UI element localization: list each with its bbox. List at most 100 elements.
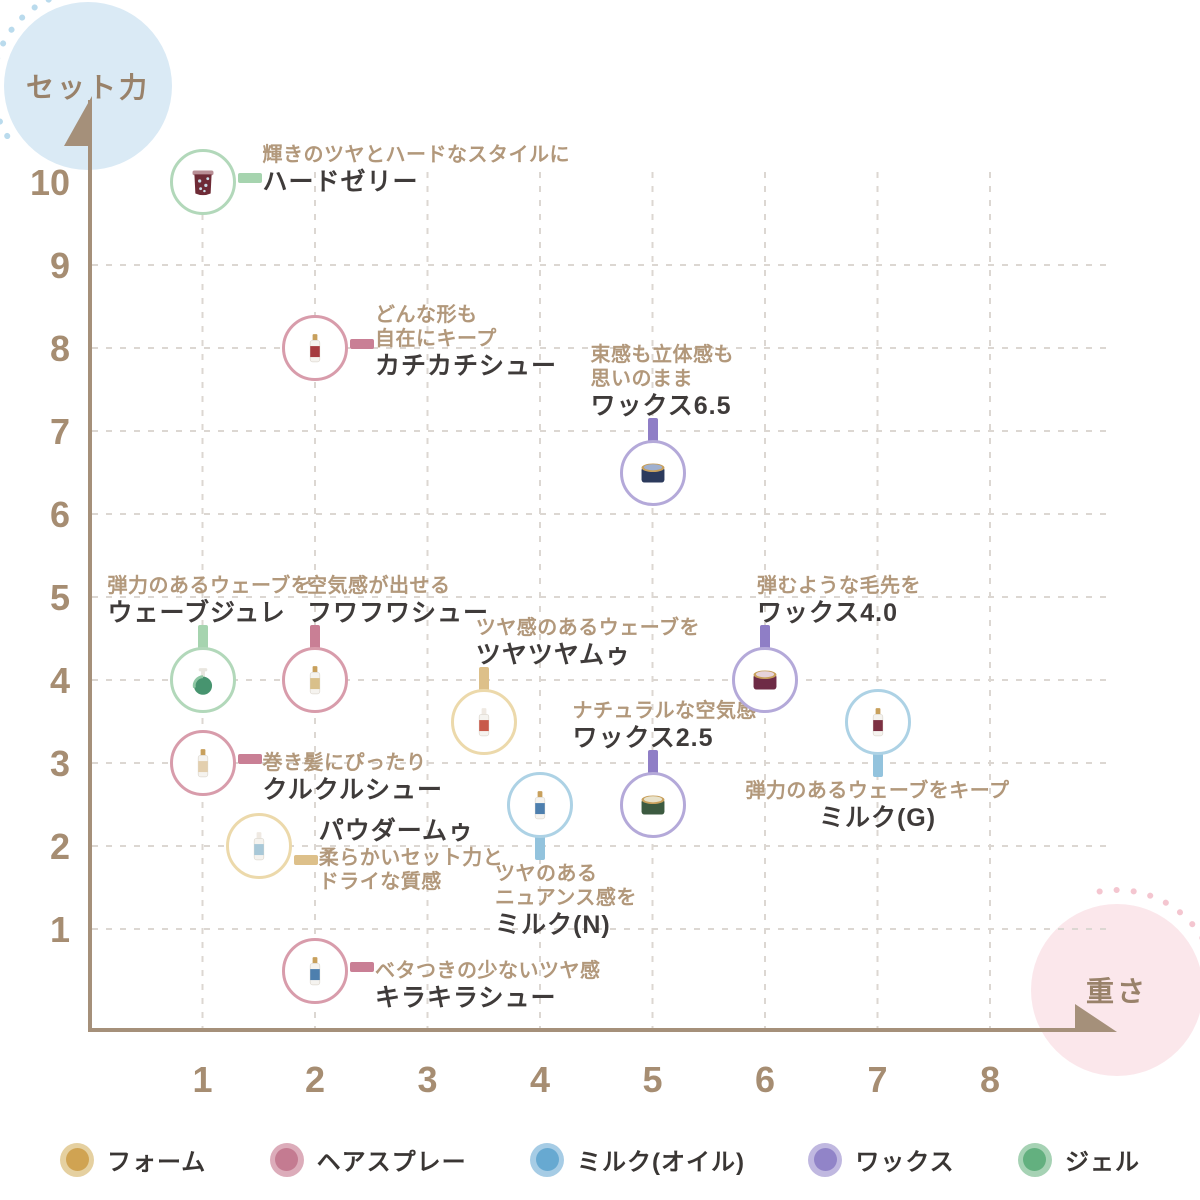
product-label: 弾むような毛先を ワックス4.0 xyxy=(757,574,921,628)
product-photo xyxy=(641,462,664,483)
product-caption: 巻き髪にぴったり xyxy=(262,752,427,774)
y-axis-bubble: セット力 xyxy=(4,2,172,170)
y-tick-label: 1 xyxy=(50,909,70,950)
y-tick-label: 2 xyxy=(50,826,70,867)
legend-dot-icon xyxy=(808,1142,843,1177)
y-axis-bubble-circle xyxy=(4,2,172,170)
product-marker xyxy=(844,688,911,755)
product-caption: 弾むような毛先を xyxy=(757,575,921,597)
product-marker xyxy=(169,647,236,713)
product-name: ミルク(N) xyxy=(495,910,611,939)
label-connector xyxy=(478,666,489,691)
y-tick-label: 7 xyxy=(50,411,70,452)
product-label: 弾力のあるウェーブを ウェーブジュレ xyxy=(108,574,312,628)
product-caption: ドライな質感 xyxy=(318,871,442,893)
product-marker xyxy=(619,439,686,506)
y-tick-label: 5 xyxy=(50,577,70,618)
product-marker xyxy=(282,937,348,1004)
product-photo xyxy=(197,749,208,778)
product-name: ワックス2.5 xyxy=(572,723,714,752)
product-photo xyxy=(753,670,777,690)
product-name: カチカチシュー xyxy=(375,352,558,380)
label-connector xyxy=(350,339,374,349)
product-name: ウェーブジュレ xyxy=(107,599,286,627)
product-caption: ツヤ感のあるウェーブを xyxy=(475,616,701,639)
x-tick-label: 7 xyxy=(867,1059,887,1100)
product-name: ツヤツヤムゥ xyxy=(475,640,632,669)
legend-dot-icon xyxy=(269,1142,304,1177)
legend-label: フォーム xyxy=(107,1149,207,1176)
y-axis-label: セット力 xyxy=(25,72,150,103)
product-caption: ツヤのある xyxy=(495,862,598,885)
product-label: パウダームゥ 柔らかいセット力と ドライな質感 xyxy=(319,816,504,894)
y-tick-label: 9 xyxy=(50,245,70,286)
product-label: 弾力のあるウェーブをキープ ミルク(G) xyxy=(728,779,1028,833)
y-tick-label: 6 xyxy=(50,494,70,535)
label-connector xyxy=(197,625,208,649)
product-photo xyxy=(192,668,212,695)
product-label: ナチュラルな空気感 ワックス2.5 xyxy=(573,699,758,753)
legend-label: ミルク(オイル) xyxy=(577,1149,745,1176)
y-bubble-dotted-arc xyxy=(0,0,56,144)
product-photo xyxy=(641,794,664,815)
product-name: ワックス4.0 xyxy=(757,599,899,627)
label-connector xyxy=(760,625,770,649)
product-caption: 束感も立体感も xyxy=(590,343,734,366)
x-tick-label: 2 xyxy=(305,1059,325,1100)
legend-dot-icon xyxy=(530,1142,564,1177)
legend-dot-inner xyxy=(1023,1148,1047,1171)
legend-dot-inner xyxy=(813,1148,837,1171)
product-photo xyxy=(309,956,321,985)
product-marker xyxy=(282,315,348,381)
label-connector xyxy=(293,855,318,865)
x-tick-label: 4 xyxy=(530,1059,550,1100)
product-photo xyxy=(253,832,264,861)
legend-item: ワックス xyxy=(808,1142,954,1177)
label-connector xyxy=(872,752,883,777)
product-name: クルクルシュー xyxy=(262,776,444,804)
product-caption: ナチュラルな空気感 xyxy=(572,699,757,722)
product-photo xyxy=(309,666,321,695)
x-tick-label: 1 xyxy=(192,1059,212,1100)
legend-dot-icon xyxy=(1017,1142,1052,1177)
product-caption: 弾力のあるウェーブを xyxy=(107,575,312,597)
product-marker xyxy=(507,771,573,838)
label-connector xyxy=(237,754,262,764)
product-name: ミルク(G) xyxy=(818,803,937,832)
product-caption: 自在にキープ xyxy=(375,328,497,350)
label-connector xyxy=(647,417,658,442)
product-marker xyxy=(169,149,236,215)
product-caption: どんな形も xyxy=(375,304,478,326)
product-caption: 輝きのツヤとハードなスタイルに xyxy=(262,144,570,166)
product-caption: 空気感が出せる xyxy=(307,575,451,597)
product-name: フワフワシュー xyxy=(307,599,490,627)
product-name: ワックス6.5 xyxy=(590,391,732,420)
x-tick-label: 8 xyxy=(980,1059,1000,1100)
product-caption: 思いのまま xyxy=(590,367,693,390)
x-tick-label: 3 xyxy=(417,1059,437,1100)
y-axis-arrow-icon xyxy=(64,96,92,146)
product-label: ツヤ感のあるウェーブを ツヤツヤムゥ xyxy=(476,616,700,670)
product-marker xyxy=(732,647,798,713)
product-caption: ベタつきの少ないツヤ感 xyxy=(375,959,601,982)
y-tick-label: 8 xyxy=(50,328,70,369)
label-connector xyxy=(647,749,658,774)
legend-dot-inner xyxy=(535,1148,559,1171)
x-tick-label: 6 xyxy=(755,1059,775,1100)
legend-item: フォーム xyxy=(60,1142,206,1177)
product-marker xyxy=(450,688,517,755)
y-tick-label: 3 xyxy=(50,743,70,784)
y-tick-label: 4 xyxy=(50,660,70,701)
y-tick-label: 10 xyxy=(30,162,70,203)
product-name: キラキラシュー xyxy=(375,983,557,1012)
product-label: 輝きのツヤとハードなスタイルに ハードゼリー xyxy=(263,143,571,197)
product-label: 束感も立体感も 思いのまま ワックス6.5 xyxy=(591,343,735,421)
product-marker xyxy=(619,771,686,838)
product-photo xyxy=(478,707,489,736)
product-caption: 弾力のあるウェーブをキープ xyxy=(745,779,1010,802)
x-axis-label: 重さ xyxy=(1085,976,1148,1007)
product-label: ツヤのある ニュアンス感を ミルク(N) xyxy=(495,862,637,940)
